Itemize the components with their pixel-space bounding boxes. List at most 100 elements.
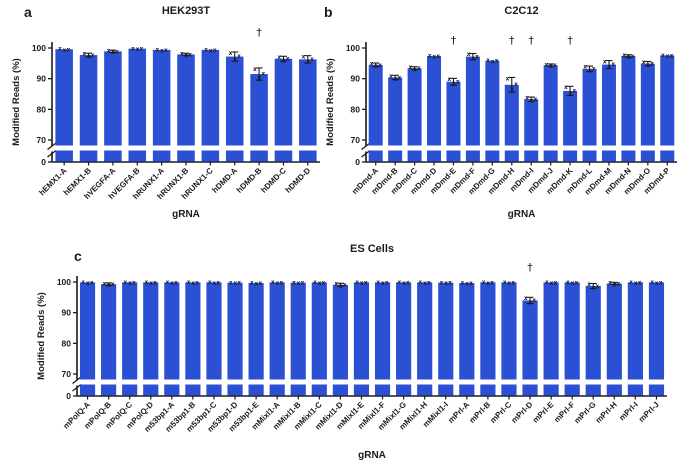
data-point-marker: x (208, 278, 212, 286)
y-tick-label: 90 (351, 74, 361, 84)
data-point-marker: x (634, 279, 638, 287)
data-point-marker: x (257, 74, 261, 82)
bar-stub-mPrl-E (543, 384, 559, 396)
chart-title: C2C12 (504, 5, 538, 17)
data-point-marker: x (237, 52, 241, 60)
data-point-marker: x (385, 278, 389, 286)
data-point-marker: x (650, 60, 654, 68)
data-point-marker: x (574, 278, 578, 286)
data-point-marker: x (258, 279, 262, 287)
data-point-marker: x (204, 45, 208, 53)
bar-mMixl1-C (311, 282, 327, 380)
data-point-marker: x (545, 278, 549, 286)
data-point-marker: x (495, 57, 499, 65)
data-point-marker: x (566, 278, 570, 286)
bar-mDmd-O (640, 63, 655, 146)
panel-letter: a (24, 4, 32, 20)
bar-mDmd-N (621, 55, 636, 146)
bar-stub-mDmd-K (563, 150, 578, 162)
data-point-marker: x (107, 47, 111, 55)
bar-stub-mPolQ-A (79, 384, 96, 396)
chart-title: HEK293T (162, 5, 211, 17)
data-point-marker: x (432, 53, 436, 61)
bar-stub-mDmd-L (582, 150, 597, 162)
data-point-marker: x (622, 51, 626, 59)
bar-mDmd-K (563, 90, 578, 146)
data-point-marker: x (439, 278, 443, 286)
data-point-marker: x (136, 45, 140, 53)
data-point-marker: x (406, 278, 410, 286)
data-point-marker: x (253, 65, 257, 73)
data-point-marker: x (276, 279, 280, 287)
axis-break-slash (72, 376, 82, 385)
data-point-marker: x (553, 278, 557, 286)
bar-stub-mDmd-E (446, 150, 461, 162)
y-axis-label: Modified Reads (%) (325, 58, 336, 146)
bar-stub-mMixl1-H (417, 384, 433, 396)
data-point-marker: x (571, 279, 575, 287)
data-point-marker: x (524, 294, 528, 302)
data-point-marker: x (369, 60, 373, 68)
bar-mPrl-H (606, 283, 622, 380)
data-point-marker: x (216, 278, 220, 286)
bar-stub-hDMD-D (299, 150, 317, 162)
y-tick-label: 100 (57, 277, 71, 287)
data-point-marker: x (90, 278, 94, 286)
data-point-marker: x (300, 279, 304, 287)
bar-stub-mPrl-G (585, 384, 601, 396)
data-point-marker: x (355, 278, 359, 286)
data-point-marker: x (174, 278, 178, 286)
data-point-marker: x (482, 278, 486, 286)
data-point-marker: x (195, 278, 199, 286)
data-point-marker: x (149, 279, 153, 287)
y-tick-label: 90 (37, 74, 47, 84)
bar-hDMD-B (250, 74, 268, 146)
bar-stub-hDMD-A (225, 150, 244, 162)
data-point-marker: x (428, 51, 432, 59)
data-point-marker: x (166, 278, 170, 286)
bar-stub-m53bp1-A (164, 384, 180, 396)
bar-m53bp1-A (164, 282, 180, 380)
data-point-marker: x (170, 279, 174, 287)
data-point-marker: x (617, 280, 621, 288)
bar-mMixl1-I (438, 282, 454, 380)
y-tick-label: 0 (41, 157, 46, 167)
bar-stub-mPolQ-B (101, 384, 117, 396)
bar-mDmd-G (485, 60, 500, 146)
panel-letter: b (324, 4, 333, 20)
bar-hDMD-C (274, 58, 293, 146)
data-point-marker: x (302, 52, 306, 60)
bar-stub-m53bp1-C (206, 384, 222, 396)
bar-mMixl1-B (290, 282, 306, 380)
bar-stub-mPrl-I (627, 384, 643, 396)
data-point-marker: x (63, 46, 67, 54)
data-point-marker: x (408, 63, 412, 71)
dagger-annotation: † (527, 261, 533, 274)
data-point-marker: x (507, 279, 511, 287)
data-point-marker: x (629, 278, 633, 286)
x-tick-label: mPrl-J (637, 400, 661, 424)
dagger-annotation: † (509, 34, 515, 47)
data-point-marker: x (549, 279, 553, 287)
data-point-marker: x (650, 278, 654, 286)
data-point-marker: x (364, 278, 368, 286)
bar-m53bp1-C (206, 282, 222, 380)
data-point-marker: x (91, 51, 95, 59)
data-point-marker: x (490, 278, 494, 286)
bar-m53bp1-E (248, 282, 264, 380)
data-point-marker: x (592, 284, 596, 292)
dagger-annotation: † (567, 34, 573, 47)
y-tick-label: 0 (66, 391, 71, 401)
data-point-marker: x (402, 279, 406, 287)
data-point-marker: x (229, 278, 233, 286)
data-point-marker: x (111, 48, 115, 56)
bar-mPolQ-C (122, 282, 138, 380)
data-point-marker: x (180, 50, 184, 58)
data-point-marker: x (82, 50, 86, 58)
bar-stub-hDMD-C (274, 150, 293, 162)
data-point-marker: x (461, 279, 465, 287)
data-point-marker: x (277, 53, 281, 61)
data-point-marker: x (661, 51, 665, 59)
data-point-marker: x (128, 279, 132, 287)
